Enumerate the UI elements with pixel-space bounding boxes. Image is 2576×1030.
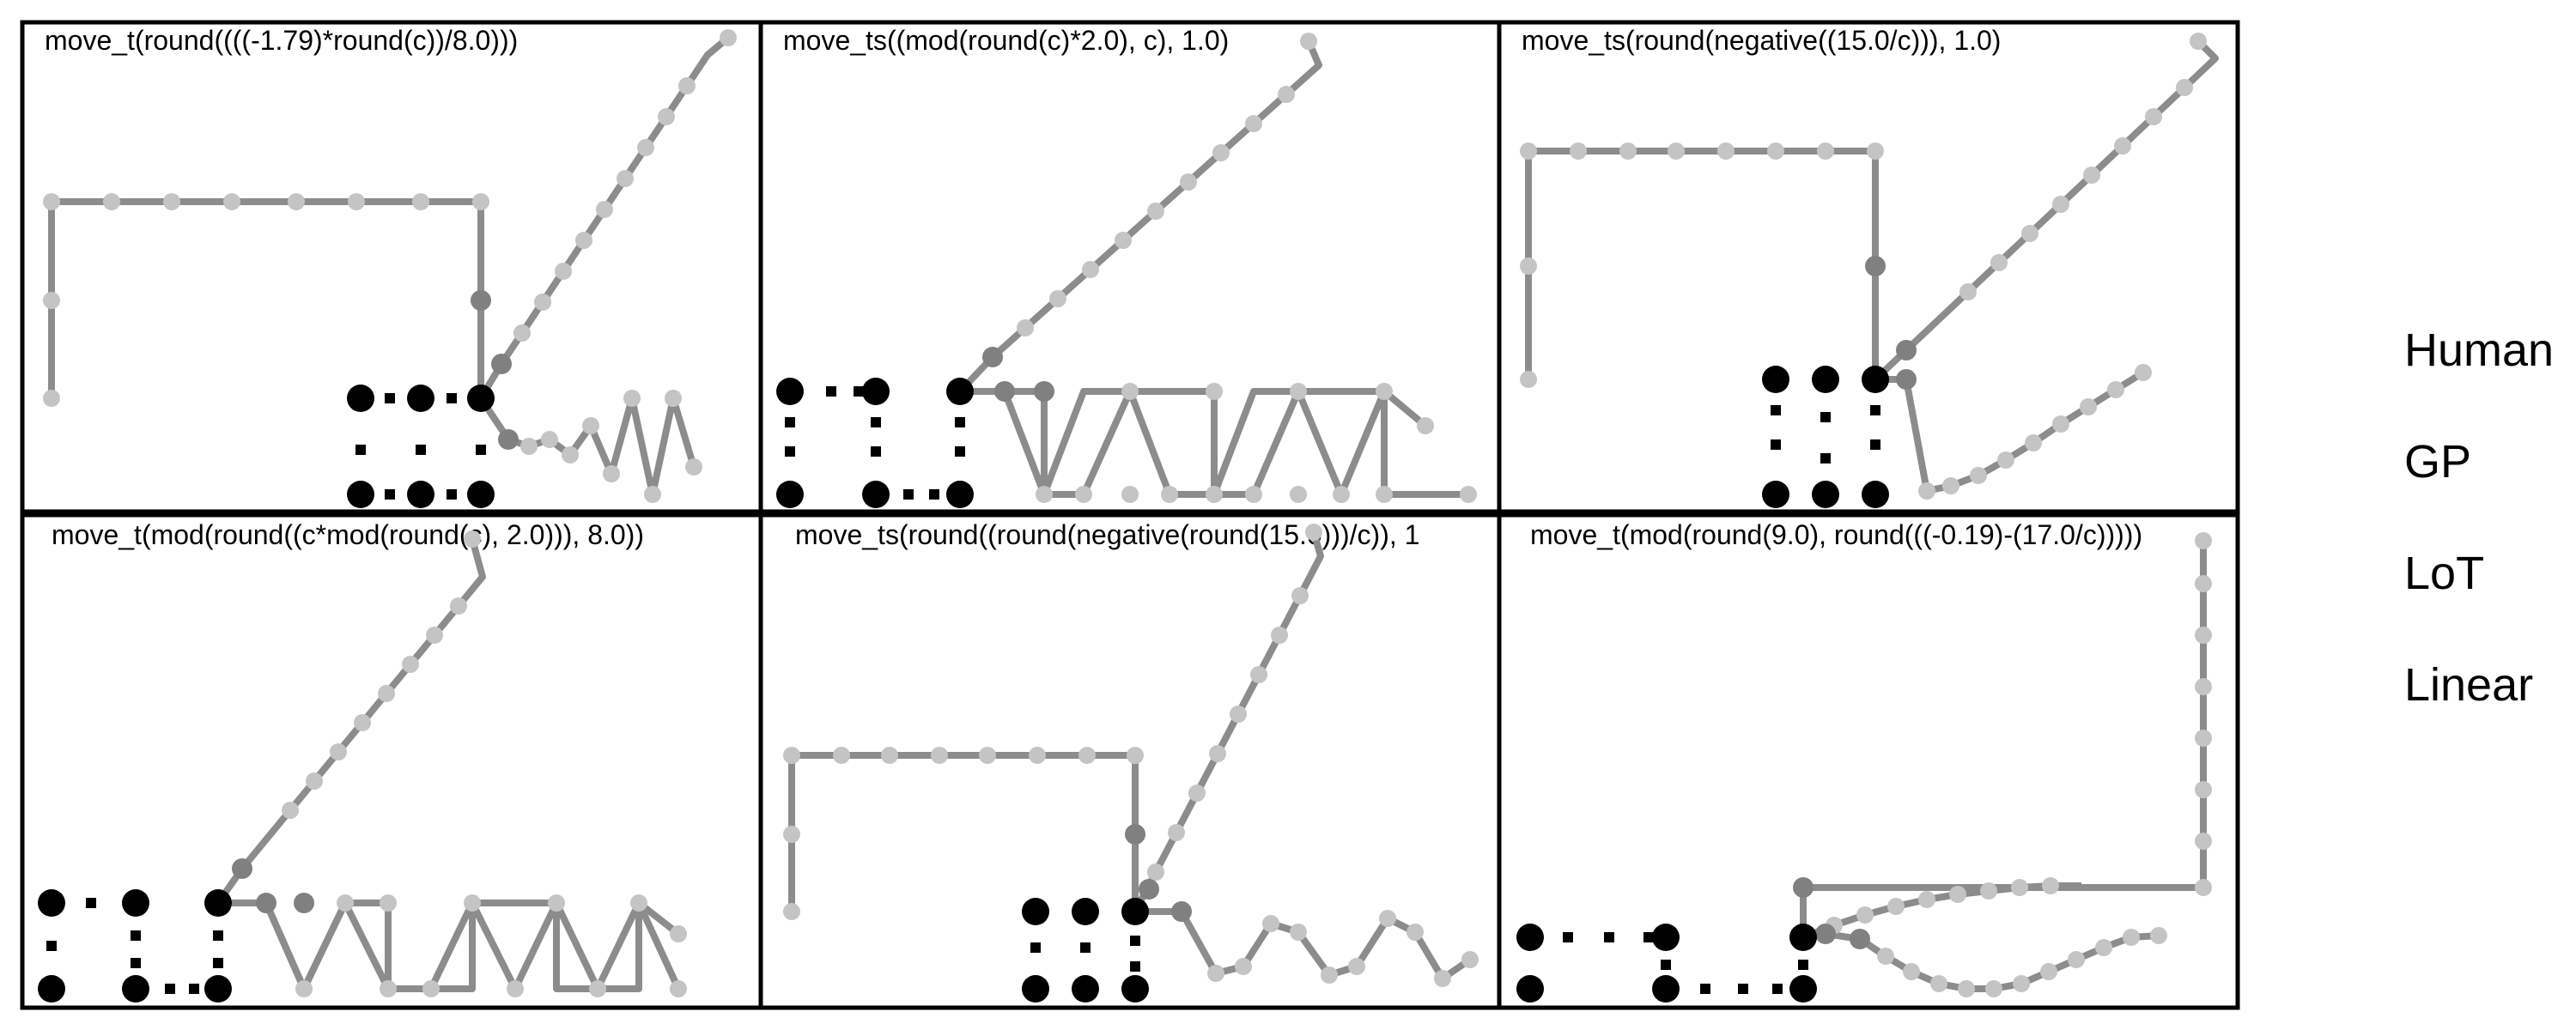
panel-6-frame bbox=[1497, 512, 2240, 1010]
panel-6: move_t(mod(round(9.0), round(((-0.19)-(1… bbox=[1497, 512, 2240, 1010]
panel-2-frame bbox=[758, 20, 1502, 514]
legend-human: Human bbox=[2404, 324, 2554, 376]
panel-1-trajectory bbox=[43, 29, 737, 508]
panel-6-title: move_t(mod(round(9.0), round(((-0.19)-(1… bbox=[1530, 519, 2142, 550]
panel-3-title: move_ts(round(negative((15.0/c))), 1.0) bbox=[1522, 25, 2001, 56]
panel-3-trajectory bbox=[1520, 33, 2219, 508]
panel-1-title: move_t(round((((-1.79)*round(c))/8.0))) bbox=[45, 25, 518, 56]
panel-4: move_t(mod(round((c*mod(round(c), 2.0)))… bbox=[20, 512, 763, 1010]
panel-3-frame bbox=[1497, 20, 2240, 514]
legend: Human GP LoT Linear bbox=[2404, 324, 2554, 711]
panel-2-title: move_ts((mod(round(c)*2.0), c), 1.0) bbox=[783, 25, 1229, 56]
panel-1-frame bbox=[20, 20, 763, 514]
panel-4-title: move_t(mod(round((c*mod(round(c), 2.0)))… bbox=[52, 519, 644, 550]
panel-5: move_ts(round((round(negative(round(15.0… bbox=[758, 512, 1502, 1010]
panel-2: move_ts((mod(round(c)*2.0), c), 1.0) bbox=[758, 20, 1502, 514]
legend-linear: Linear bbox=[2404, 659, 2533, 711]
panel-5-trajectory bbox=[783, 524, 1479, 1003]
legend-gp: GP bbox=[2404, 436, 2471, 488]
panel-1: move_t(round((((-1.79)*round(c))/8.0))) bbox=[20, 20, 763, 514]
panel-4-trajectory bbox=[38, 530, 687, 1003]
panel-2-trajectory bbox=[776, 33, 1477, 508]
panel-6-trajectory bbox=[1516, 532, 2212, 1003]
panel-5-title: move_ts(round((round(negative(round(15.0… bbox=[795, 519, 1419, 550]
legend-lot: LoT bbox=[2404, 548, 2484, 599]
panel-3: move_ts(round(negative((15.0/c))), 1.0) bbox=[1497, 20, 2240, 514]
